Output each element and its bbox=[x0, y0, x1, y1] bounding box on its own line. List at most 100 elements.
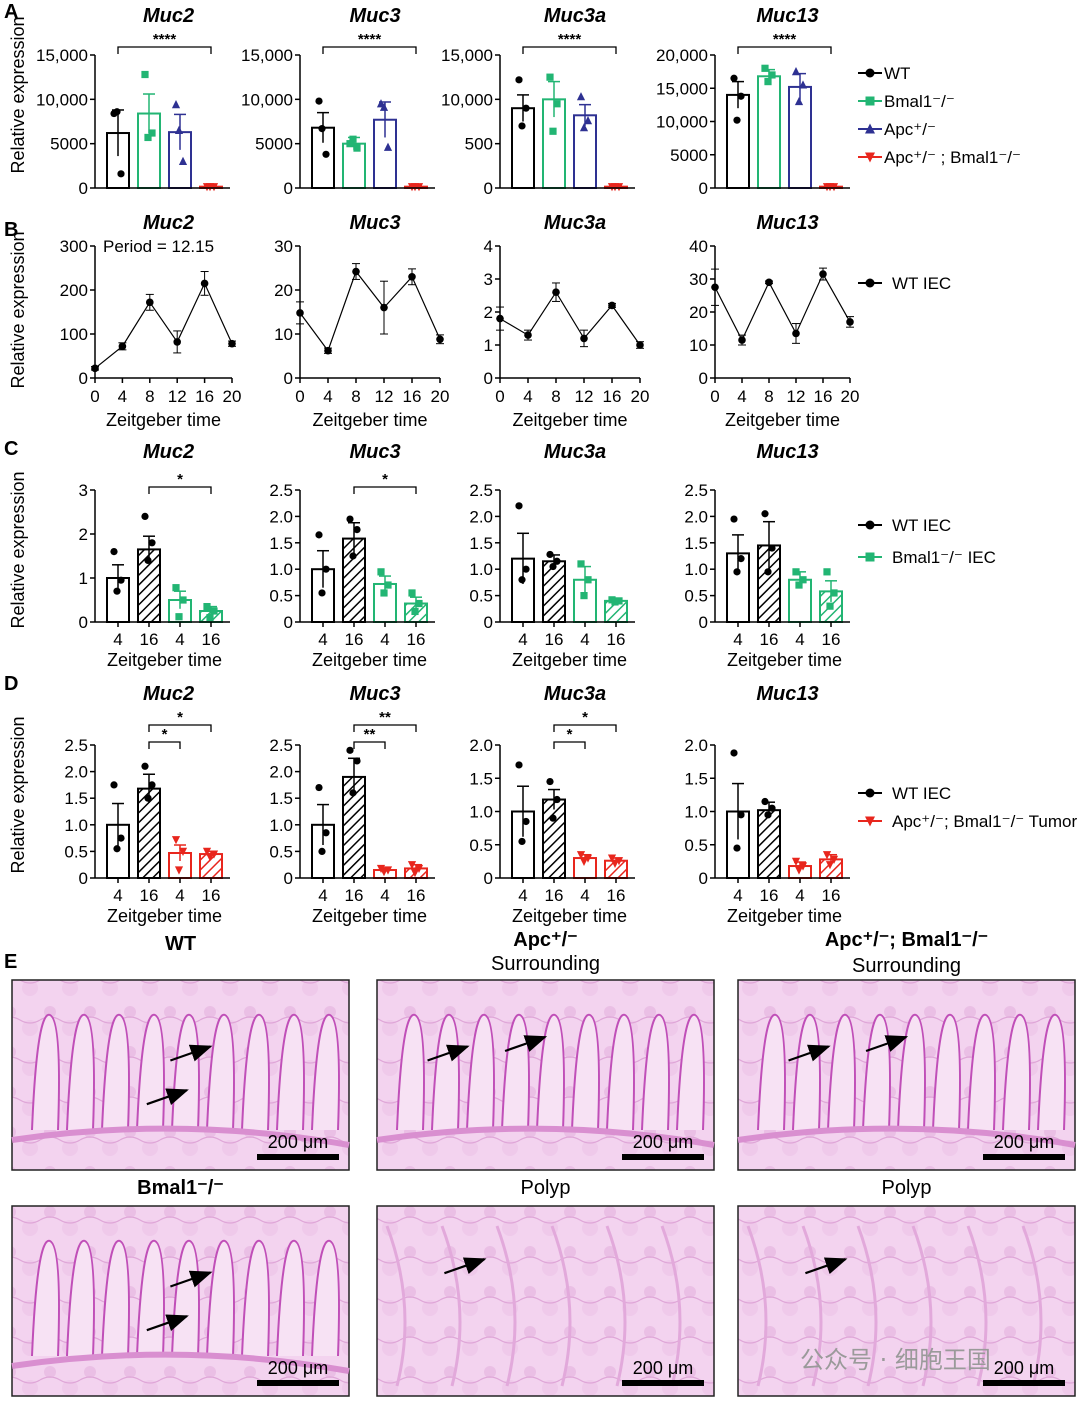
y-tick-label: 5000 bbox=[255, 135, 293, 154]
chart-A-muc3a: Muc3a 0 500 10,000 15,000 **** bbox=[441, 5, 635, 198]
y-tick-label: 2 bbox=[484, 303, 493, 322]
x-tick-label: 4 bbox=[175, 886, 184, 905]
data-point bbox=[764, 811, 772, 819]
villus bbox=[932, 1013, 961, 1131]
significance-bracket bbox=[737, 46, 832, 54]
data-point bbox=[553, 557, 561, 565]
y-tick-label: 0 bbox=[484, 613, 493, 632]
data-point bbox=[148, 539, 156, 547]
villus bbox=[276, 1239, 305, 1357]
x-tick-label: 4 bbox=[523, 387, 532, 406]
data-point bbox=[349, 135, 357, 143]
data-point bbox=[733, 116, 741, 124]
x-tick-label: 4 bbox=[113, 630, 122, 649]
y-tick-label: 10 bbox=[274, 325, 293, 344]
villus bbox=[792, 1013, 821, 1131]
y-tick-label: 0.5 bbox=[269, 587, 293, 606]
y-tick-label: 15,000 bbox=[441, 46, 493, 65]
x-tick-label: 8 bbox=[351, 387, 360, 406]
data-point bbox=[764, 78, 772, 86]
data-point bbox=[515, 761, 523, 769]
stroma-fiber bbox=[660, 1225, 682, 1387]
data-point bbox=[117, 170, 125, 178]
arrow bbox=[146, 1314, 189, 1332]
data-point bbox=[553, 795, 561, 804]
data-point bbox=[825, 861, 835, 870]
stroma-fiber bbox=[966, 1225, 988, 1387]
chart-title: Muc2 bbox=[143, 683, 194, 705]
legend-marker bbox=[865, 788, 875, 798]
panel-letter: C bbox=[4, 438, 18, 460]
legend-marker bbox=[865, 816, 875, 827]
data-point bbox=[118, 342, 127, 351]
x-tick-label: 16 bbox=[607, 886, 626, 905]
x-axis-label: Zeitgeber time bbox=[312, 650, 427, 670]
data-point bbox=[322, 150, 330, 158]
stroma-fiber bbox=[1021, 1225, 1043, 1387]
data-point bbox=[352, 267, 360, 276]
bar bbox=[542, 560, 566, 624]
x-tick-label: 16 bbox=[345, 886, 364, 905]
x-tick-label: 4 bbox=[318, 886, 327, 905]
arrow bbox=[504, 1035, 548, 1053]
data-point bbox=[518, 576, 526, 584]
chart-title: Muc2 bbox=[143, 212, 194, 234]
muscularis bbox=[11, 1125, 350, 1148]
significance-label: * bbox=[582, 709, 588, 726]
data-point bbox=[148, 781, 156, 789]
series-line bbox=[299, 270, 441, 352]
muscularis bbox=[737, 1125, 1076, 1148]
arrow bbox=[865, 1035, 909, 1053]
x-tick-label: 16 bbox=[760, 886, 779, 905]
x-tick-label: 16 bbox=[822, 630, 841, 649]
data-point bbox=[377, 568, 385, 576]
data-point bbox=[794, 866, 804, 875]
y-tick-label: 1.5 bbox=[469, 769, 493, 788]
tissue-structure bbox=[737, 1013, 1076, 1148]
data-point bbox=[318, 847, 326, 856]
data-point bbox=[515, 76, 523, 84]
y-tick-label: 2.0 bbox=[64, 763, 88, 782]
significance-label: **** bbox=[358, 31, 382, 48]
chart-title: Muc3a bbox=[544, 683, 606, 705]
panel-letter: D bbox=[4, 673, 18, 695]
arrow bbox=[788, 1044, 831, 1062]
data-point bbox=[228, 339, 236, 348]
legend: WT IEC Apc⁺/⁻; Bmal1⁻/⁻ Tumor bbox=[858, 784, 1078, 831]
y-tick-label: 2.0 bbox=[684, 736, 708, 755]
y-tick-label: 30 bbox=[274, 237, 293, 256]
villus bbox=[241, 1239, 270, 1357]
data-point bbox=[178, 847, 188, 856]
x-axis-label: Zeitgeber time bbox=[725, 410, 840, 430]
x-tick-label: 0 bbox=[295, 387, 304, 406]
y-tick-label: 15,000 bbox=[656, 79, 708, 98]
legend-marker bbox=[865, 96, 875, 106]
data-point bbox=[205, 853, 215, 862]
data-point bbox=[318, 589, 326, 597]
x-tick-label: 4 bbox=[175, 630, 184, 649]
data-point bbox=[353, 757, 361, 765]
legend-label: Apc⁺/⁻; Bmal1⁻/⁻ Tumor bbox=[892, 812, 1078, 831]
data-point bbox=[549, 562, 557, 571]
y-tick-label: 3 bbox=[484, 270, 493, 289]
villus bbox=[101, 1239, 130, 1357]
legend-marker bbox=[865, 152, 875, 163]
y-tick-label: 500 bbox=[465, 135, 493, 154]
data-point bbox=[792, 568, 800, 576]
significance-bracket bbox=[148, 741, 181, 749]
legend-marker bbox=[865, 552, 875, 562]
significance-label: * bbox=[177, 709, 183, 726]
x-tick-label: 12 bbox=[168, 387, 187, 406]
data-point bbox=[171, 836, 181, 845]
y-tick-label: 200 bbox=[60, 281, 88, 300]
data-point bbox=[579, 857, 589, 866]
significance-bracket bbox=[353, 724, 417, 732]
chart-title: Muc2 bbox=[143, 5, 194, 27]
